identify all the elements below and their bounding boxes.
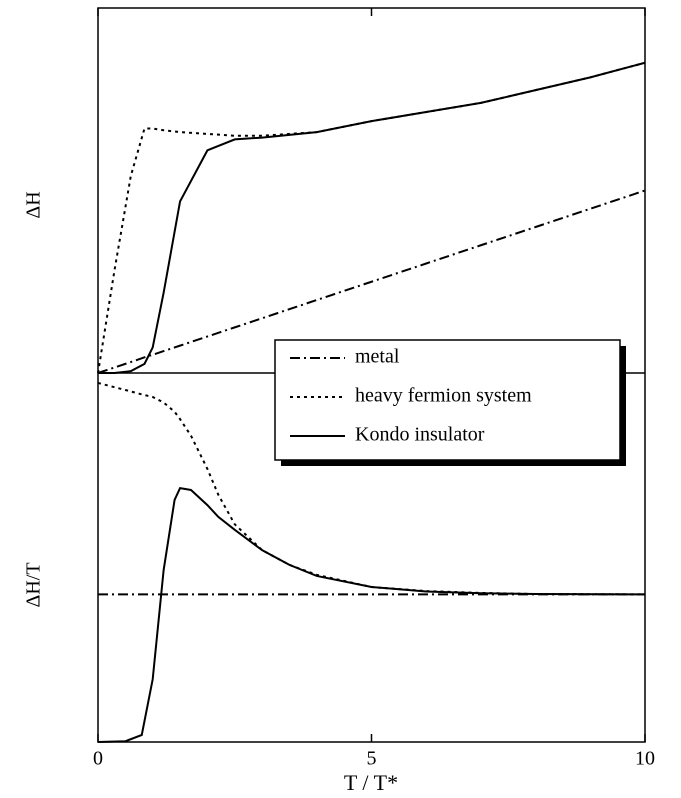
legend-label: metal [355, 346, 400, 368]
x-tick-label: 0 [93, 748, 103, 770]
x-axis-label: T / T* [344, 770, 398, 795]
y-axis-label: ΔH/T [23, 562, 45, 607]
data-line [97, 189, 646, 374]
data-line [97, 487, 646, 743]
data-line [97, 61, 646, 374]
legend [274, 339, 621, 461]
data-line [98, 61, 646, 374]
data-line [97, 381, 646, 596]
y-axis-label: ΔH [23, 191, 45, 218]
legend-label: Kondo insulator [355, 424, 485, 446]
legend-label: heavy fermion system [355, 385, 532, 407]
x-tick-label: 10 [635, 748, 655, 770]
x-tick-label: 5 [367, 748, 377, 770]
